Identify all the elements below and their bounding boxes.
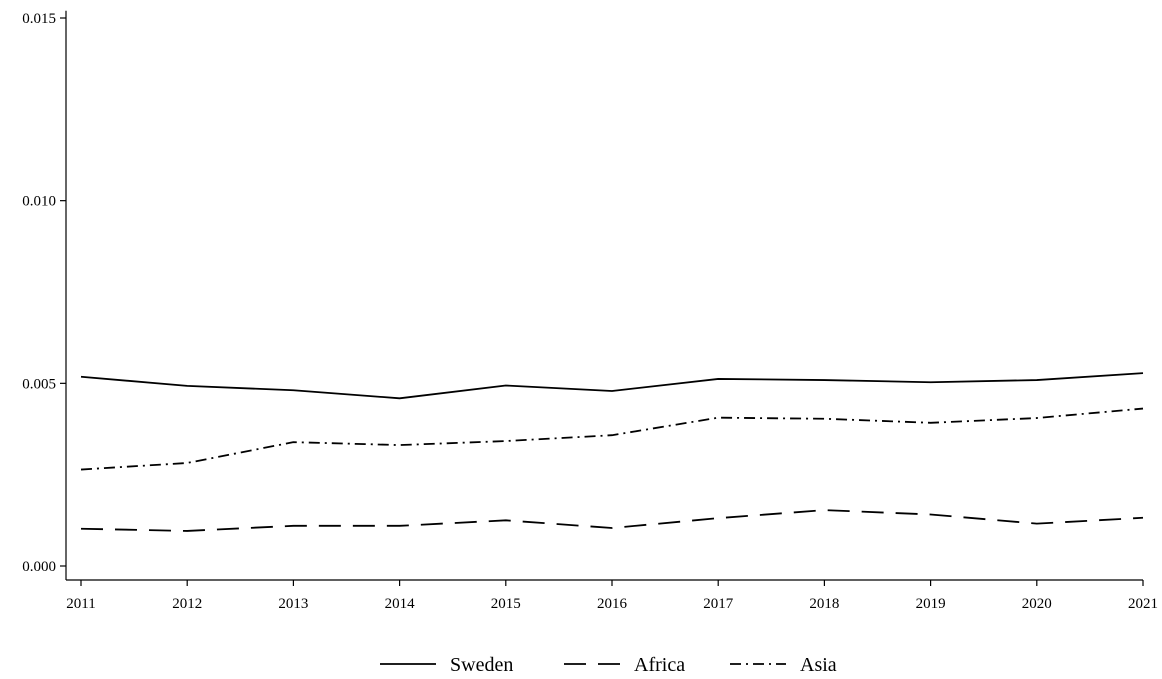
y-tick-label: 0.010 [22, 194, 56, 210]
x-tick-label: 2021 [1128, 596, 1158, 612]
legend-label-africa: Africa [634, 654, 685, 676]
x-tick-label: 2018 [809, 596, 839, 612]
x-tick-label: 2012 [172, 596, 202, 612]
series-line-asia [80, 407, 1144, 471]
legend: Sweden Africa Asia [380, 654, 837, 676]
axes [65, 10, 1143, 581]
x-tick-label: 2017 [703, 596, 734, 612]
y-axis-ticks: 0.000 0.005 0.010 0.015 [22, 11, 66, 575]
x-tick-label: 2013 [278, 596, 308, 612]
x-tick-label: 2011 [66, 596, 95, 612]
legend-label-asia: Asia [800, 654, 837, 676]
series-line-africa [80, 509, 1144, 532]
legend-label-sweden: Sweden [450, 654, 513, 676]
y-tick-label: 0.000 [22, 559, 56, 575]
y-tick-label: 0.015 [22, 11, 56, 27]
x-tick-label: 2015 [491, 596, 521, 612]
series-line-sweden [80, 372, 1144, 400]
x-tick-label: 2019 [916, 596, 946, 612]
x-axis-ticks: 2011 2012 2013 2014 2015 2016 2017 2018 2019 2020… [66, 580, 1158, 612]
x-tick-label: 2014 [385, 596, 416, 612]
x-tick-label: 2016 [597, 596, 628, 612]
x-tick-label: 2020 [1022, 596, 1052, 612]
plot-area [80, 372, 1144, 532]
y-tick-label: 0.005 [22, 376, 56, 392]
